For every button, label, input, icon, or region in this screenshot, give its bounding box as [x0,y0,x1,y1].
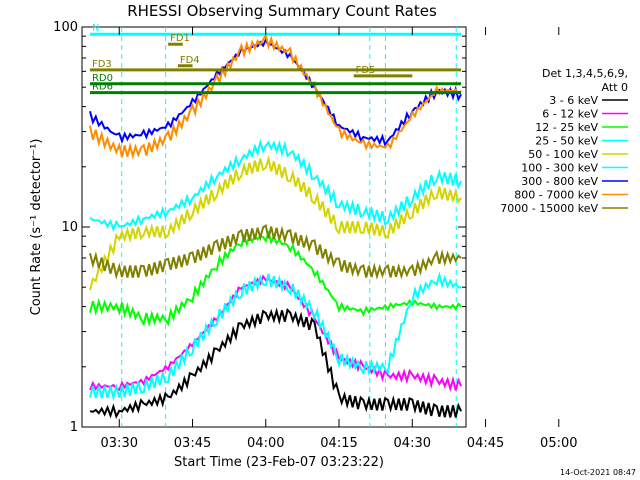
series-line [89,307,463,420]
x-tick-label: 05:00 [540,436,577,451]
legend-label: 50 - 100 keV [528,148,598,161]
legend-header-line-2: Att 0 [602,81,628,94]
x-axis-label: Start Time (23-Feb-07 03:23:22) [174,455,384,470]
legend-label: 3 - 6 keV [549,94,598,107]
chart-title: RHESSI Observing Summary Count Rates [127,2,437,20]
x-tick-label: 04:45 [467,436,504,451]
series-line [89,223,462,280]
annotation-label: RD0 [92,73,113,84]
x-tick-label: 04:15 [320,436,357,451]
x-tick-label: 04:00 [247,436,284,451]
legend-label: 25 - 50 keV [535,135,598,148]
x-axis: 03:30 03:45 04:00 04:15 04:30 04:45 05:00 [101,27,578,451]
series-line [89,271,462,402]
series-line [89,138,463,233]
legend-header-line-1: Det 1,3,4,5,6,9, [542,67,628,80]
legend-label: 100 - 300 keV [521,162,598,175]
annotation-label: FD3 [92,59,112,70]
annotation-label: N [92,23,99,34]
y-tick-label: 100 [53,20,78,35]
x-tick-label: 04:30 [394,436,431,451]
footer-timestamp: 14-Oct-2021 08:47 [560,468,636,477]
annotation-label: FD4 [180,55,200,66]
plot-area: NFD1FD4FD5FD3RD0RD6 [81,23,467,428]
legend-label: 7000 - 15000 keV [500,202,598,215]
y-tick-label: 10 [61,220,78,235]
legend-label: 800 - 7000 keV [514,189,598,202]
x-tick-label: 03:45 [174,436,211,451]
legend-label: 6 - 12 keV [542,108,598,121]
x-tick-label: 03:30 [101,436,138,451]
annotation-bars: NFD1FD4FD5FD3RD0RD6 [89,23,462,95]
series-line [89,32,462,160]
y-axis: 1 10 100 [53,20,466,435]
y-axis-label: Count Rate (s⁻¹ detector⁻¹) [29,139,44,316]
plot-frame [81,26,467,428]
series-line [89,230,462,328]
series-line [89,274,463,392]
annotation-label: RD6 [92,82,113,93]
legend-label: 12 - 25 keV [535,121,598,134]
y-tick-label: 1 [70,420,78,435]
legend-label: 300 - 800 keV [521,175,598,188]
series-line [89,154,462,291]
annotation-label: FD1 [170,33,190,44]
series-line [89,37,462,147]
series-lines [89,32,463,420]
